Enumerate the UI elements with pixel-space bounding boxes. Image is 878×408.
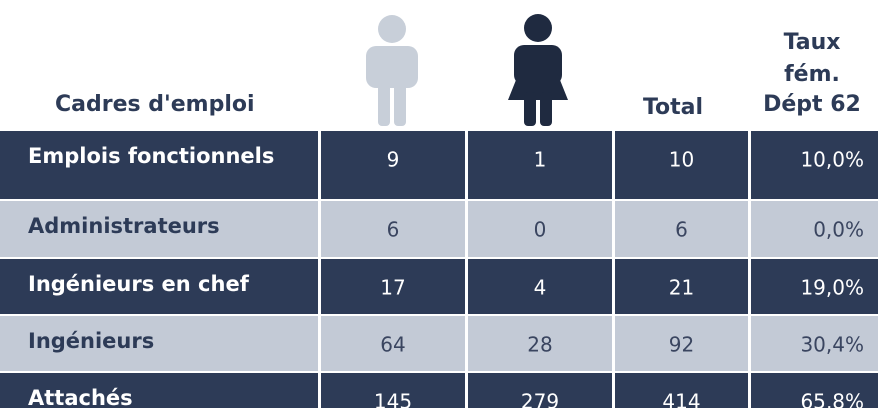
cell — [751, 259, 878, 314]
cell-value: 9 — [387, 148, 400, 172]
row-label: Ingénieurs — [28, 329, 154, 353]
row-label: Emplois fonctionnels — [28, 144, 274, 168]
cell — [615, 201, 748, 257]
cell — [751, 373, 878, 408]
cell-value: 0 — [534, 218, 547, 242]
header-rate: fém. — [784, 62, 840, 87]
cell — [468, 373, 612, 408]
cell-value: 0,0% — [813, 218, 864, 242]
cell — [0, 316, 318, 371]
cell-value: 64 — [380, 333, 405, 357]
cell-value: 19,0% — [800, 276, 864, 300]
cell — [615, 373, 748, 408]
row-label: Ingénieurs en chef — [28, 272, 250, 296]
row-label: Administrateurs — [28, 214, 220, 238]
cell — [751, 131, 878, 199]
cell-value: 30,4% — [800, 333, 864, 357]
header-total: Total — [643, 95, 703, 120]
cell-value: 6 — [387, 218, 400, 242]
cell-value: 10,0% — [800, 148, 864, 172]
cell — [751, 316, 878, 371]
header-rate: Dépt 62 — [763, 92, 861, 117]
cell-value: 21 — [669, 276, 694, 300]
cell-value: 17 — [380, 276, 405, 300]
female-icon — [508, 14, 568, 126]
cell — [0, 201, 318, 257]
cell-value: 1 — [534, 148, 547, 172]
header-rate: Taux — [784, 30, 841, 55]
cell — [468, 316, 612, 371]
cell — [321, 316, 465, 371]
cell — [321, 201, 465, 257]
cell — [751, 201, 878, 257]
cell — [0, 131, 318, 199]
cell — [468, 259, 612, 314]
cell-value: 414 — [662, 390, 700, 408]
cell — [615, 316, 748, 371]
cell — [321, 259, 465, 314]
cell — [321, 373, 465, 408]
cell — [0, 259, 318, 314]
cell — [615, 131, 748, 199]
cell-value: 4 — [534, 276, 547, 300]
header-label: Cadres d'emploi — [55, 92, 255, 117]
cell-value: 279 — [521, 390, 559, 408]
row-label: Attachés — [28, 386, 133, 408]
cell-value: 28 — [527, 333, 552, 357]
cell-value: 92 — [669, 333, 694, 357]
male-icon — [366, 15, 418, 126]
cell — [0, 373, 318, 408]
cell-value: 10 — [669, 148, 694, 172]
cell — [468, 131, 612, 199]
cell-value: 145 — [374, 390, 412, 408]
cell — [468, 201, 612, 257]
cell — [615, 259, 748, 314]
cell-value: 6 — [675, 218, 688, 242]
cell — [321, 131, 465, 199]
cell-value: 65,8% — [800, 390, 864, 408]
